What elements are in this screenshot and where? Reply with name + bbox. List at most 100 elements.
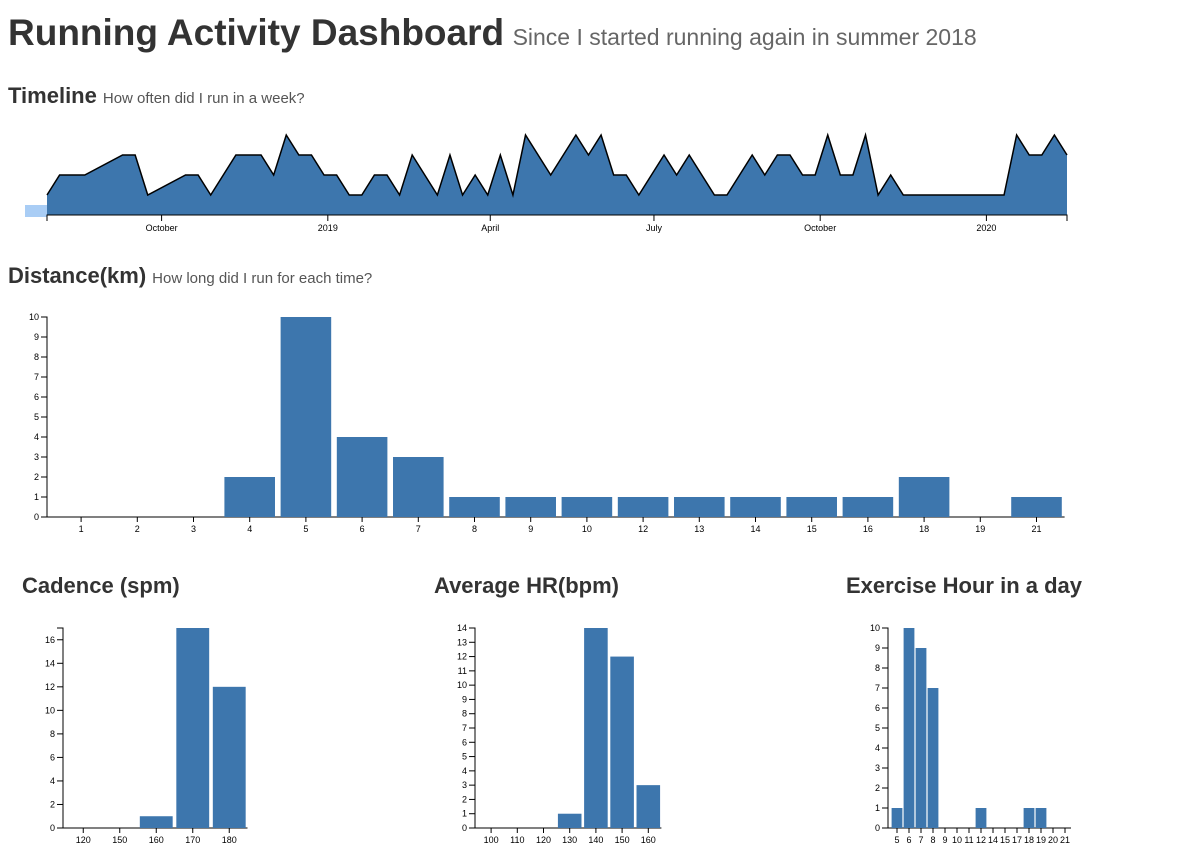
area-fill [47,135,1067,215]
x-tick-label: 14 [988,835,998,845]
x-tick-label: 160 [149,835,164,845]
bar [636,785,661,828]
x-tick-label: 140 [588,835,603,845]
y-tick-label: 3 [34,452,39,462]
bar [903,628,915,828]
bar [449,497,500,517]
x-tick-label: 10 [582,524,592,534]
x-tick-label: October [146,223,178,233]
x-tick-label: 20 [1048,835,1058,845]
x-tick-label: 15 [807,524,817,534]
x-tick-label: July [646,223,663,233]
chart-subtitle: How long did I run for each time? [152,270,372,287]
y-tick-label: 12 [45,682,55,692]
y-tick-label: 4 [50,776,55,786]
y-tick-label: 10 [870,623,880,633]
bar [505,497,556,517]
y-tick-label: 7 [462,723,467,733]
y-tick-label: 12 [457,652,467,662]
y-tick-label: 5 [462,752,467,762]
y-axis [57,627,64,829]
x-tick-label: 17 [1012,835,1022,845]
chart-heading: Cadence (spm) [22,573,180,598]
bar [139,816,173,828]
chart-heading: Average HR(bpm) [434,573,619,598]
x-tick-label: 13 [694,524,704,534]
y-tick-label: 3 [462,780,467,790]
x-tick-label: 7 [918,835,923,845]
y-tick-label: 7 [34,372,39,382]
y-tick-label: 3 [875,763,880,773]
chart-title: Average HR(bpm) [434,573,619,598]
x-tick-label: 9 [942,835,947,845]
y-tick-label: 14 [45,658,55,668]
bar [786,497,837,517]
y-tick-label: 8 [462,709,467,719]
x-tick-label: 21 [1031,524,1041,534]
x-tick-label: 15 [1000,835,1010,845]
y-tick-label: 0 [462,823,467,833]
y-tick-label: 5 [34,412,39,422]
x-tick-label: 18 [919,524,929,534]
x-tick-label: 1 [79,524,84,534]
brush-handle[interactable] [25,205,47,217]
y-tick-label: 10 [29,312,39,322]
y-tick-label: 16 [45,635,55,645]
y-tick-label: 10 [45,705,55,715]
bar [915,648,927,828]
bar [1011,497,1062,517]
bar [561,497,613,517]
x-tick-label: 2020 [976,223,996,233]
bar [584,628,608,828]
y-tick-label: 9 [875,643,880,653]
x-tick-label: 150 [615,835,630,845]
bar [224,477,275,517]
chart-heading: Distance(km) How long did I run for each … [8,263,372,288]
header: Running Activity Dashboard Since I start… [8,12,977,53]
bar [557,813,582,828]
x-tick-label: 150 [112,835,127,845]
x-tick-label: 8 [930,835,935,845]
x-tick-label: 12 [638,524,648,534]
y-tick-label: 14 [457,623,467,633]
area-line [46,132,1068,198]
bar [730,497,781,517]
y-tick-label: 8 [34,352,39,362]
y-tick-label: 6 [875,703,880,713]
x-tick-label: 8 [472,524,477,534]
x-tick-label: April [481,223,499,233]
bar [393,457,444,517]
bar [617,497,669,517]
x-tick-label: 6 [906,835,911,845]
chart-title: Distance(km) [8,263,146,288]
x-axis [46,214,1068,221]
bar [842,497,894,517]
x-tick-label: 2019 [318,223,338,233]
x-tick-label: 9 [528,524,533,534]
x-tick-label: 130 [562,835,577,845]
chart-title: Timeline [8,83,97,108]
x-tick-label: 4 [247,524,252,534]
x-tick-label: 100 [484,835,499,845]
y-tick-label: 1 [875,803,880,813]
y-tick-label: 0 [34,512,39,522]
bar [610,656,634,828]
page-title: Running Activity Dashboard [8,12,504,53]
y-tick-label: 5 [875,723,880,733]
y-tick-label: 9 [462,694,467,704]
y-tick-label: 2 [875,783,880,793]
x-tick-label: 5 [303,524,308,534]
bar [674,497,725,517]
x-tick-label: 19 [975,524,985,534]
x-tick-label: 10 [952,835,962,845]
x-tick-label: 16 [863,524,873,534]
x-tick-label: 6 [360,524,365,534]
y-tick-label: 1 [34,492,39,502]
x-tick-label: 120 [76,835,91,845]
y-tick-label: 6 [462,737,467,747]
chart-title: Cadence (spm) [22,573,180,598]
bar [898,477,950,517]
y-tick-label: 11 [458,666,467,676]
y-tick-label: 0 [875,823,880,833]
